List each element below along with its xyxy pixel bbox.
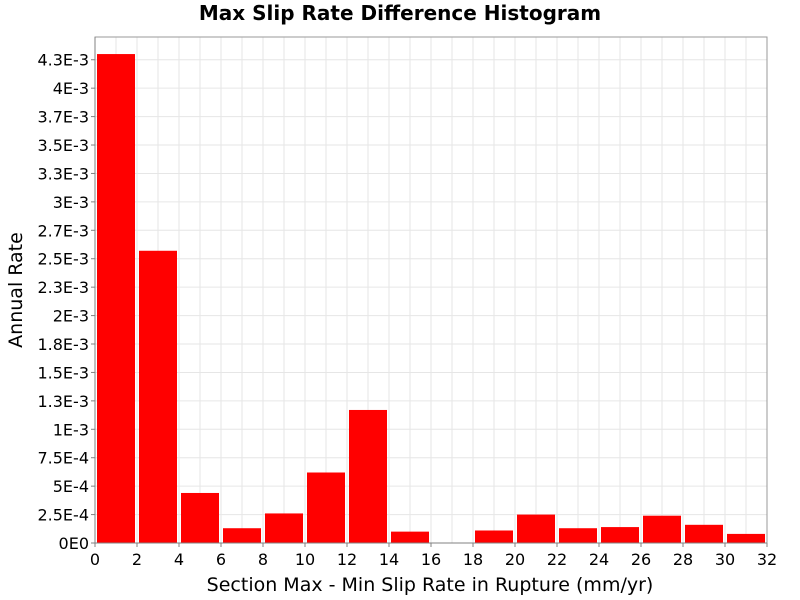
y-tick-label: 1E-3 (53, 420, 89, 439)
x-tick-label: 4 (174, 550, 184, 569)
y-tick-label: 1.3E-3 (37, 392, 89, 411)
x-tick-label: 14 (379, 550, 399, 569)
histogram-bar (475, 530, 513, 543)
x-tick-label: 28 (673, 550, 693, 569)
y-tick-label: 2E-3 (53, 307, 89, 326)
histogram-bar (349, 409, 387, 543)
histogram-bar (727, 533, 765, 543)
histogram-bar (517, 514, 555, 543)
histogram-bar (139, 250, 177, 543)
x-tick-label: 16 (421, 550, 441, 569)
y-tick-label: 3E-3 (53, 193, 89, 212)
x-tick-label: 8 (258, 550, 268, 569)
y-tick-label: 5E-4 (53, 477, 89, 496)
y-tick-label: 2.5E-3 (37, 250, 89, 269)
histogram-bar (559, 528, 597, 543)
histogram-bar (265, 513, 303, 543)
x-tick-label: 2 (132, 550, 142, 569)
histogram-bar (223, 528, 261, 543)
x-tick-label: 24 (589, 550, 609, 569)
bars (97, 54, 765, 543)
chart-title: Max Slip Rate Difference Histogram (199, 1, 601, 25)
y-tick-label: 2.3E-3 (37, 278, 89, 297)
histogram-bar (643, 515, 681, 543)
histogram-bar (391, 531, 429, 543)
x-tick-label: 10 (295, 550, 315, 569)
x-tick-label: 32 (757, 550, 777, 569)
x-tick-label: 6 (216, 550, 226, 569)
y-tick-label: 4.3E-3 (37, 51, 89, 70)
y-tick-label: 3.3E-3 (37, 164, 89, 183)
histogram-bar (685, 524, 723, 543)
x-axis-ticks: 0 2 4 6 8 10 12 14 16 18 20 22 24 26 28 30 32 (90, 543, 777, 569)
y-axis-ticks: 0E0 2.5E-4 5E-4 7.5E-4 1E-3 1.3E-3 1.5E-3 1.8E-… (37, 51, 95, 553)
y-tick-label: 3.5E-3 (37, 136, 89, 155)
y-tick-label: 0E0 (59, 534, 89, 553)
y-axis-label: Annual Rate (5, 232, 27, 348)
y-tick-label: 2.7E-3 (37, 221, 89, 240)
y-tick-label: 2.5E-4 (37, 506, 89, 525)
y-tick-label: 7.5E-4 (37, 449, 89, 468)
x-tick-label: 18 (463, 550, 483, 569)
histogram-bar (97, 54, 135, 543)
x-tick-label: 20 (505, 550, 525, 569)
y-tick-label: 3.7E-3 (37, 108, 89, 127)
histogram-bar (601, 527, 639, 543)
y-tick-label: 1.8E-3 (37, 335, 89, 354)
x-tick-label: 26 (631, 550, 651, 569)
grid-lines (94, 37, 768, 544)
histogram-bar (181, 492, 219, 543)
x-tick-label: 30 (715, 550, 735, 569)
histogram-bar (307, 472, 345, 543)
x-tick-label: 22 (547, 550, 567, 569)
x-axis-label: Section Max - Min Slip Rate in Rupture (… (207, 574, 654, 596)
x-tick-label: 0 (90, 550, 100, 569)
x-tick-label: 12 (337, 550, 357, 569)
y-tick-label: 1.5E-3 (37, 363, 89, 382)
y-tick-label: 4E-3 (53, 79, 89, 98)
